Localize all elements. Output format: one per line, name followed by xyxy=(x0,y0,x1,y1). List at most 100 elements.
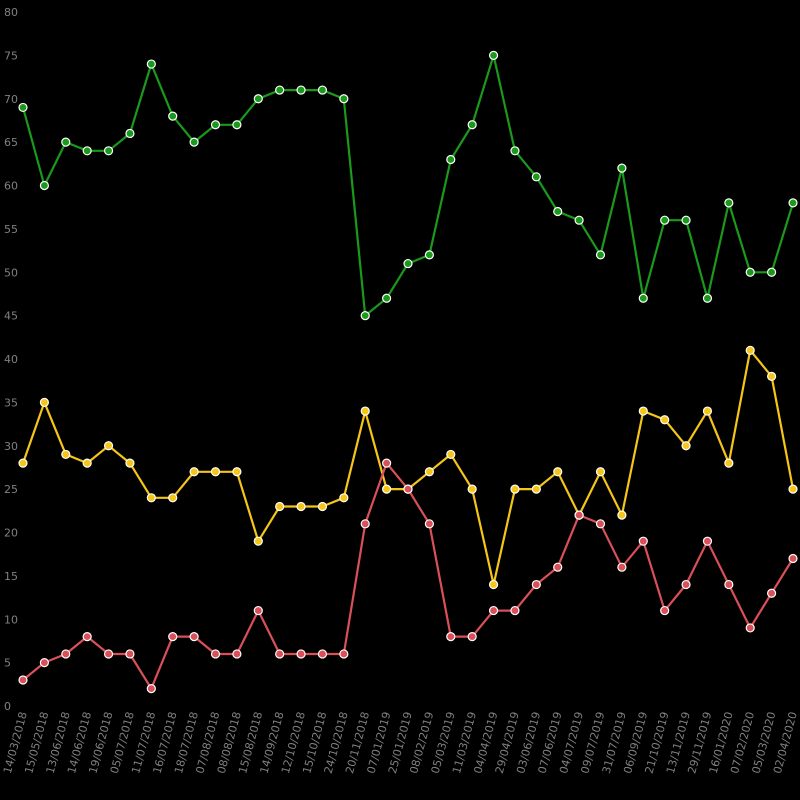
data-point xyxy=(339,649,349,659)
data-point xyxy=(39,658,49,668)
data-point xyxy=(488,579,499,590)
y-tick-label: 5 xyxy=(4,657,11,670)
y-tick-label: 40 xyxy=(4,353,18,366)
data-point xyxy=(724,458,734,468)
y-tick-label: 50 xyxy=(4,266,18,279)
data-point xyxy=(681,579,691,590)
data-point xyxy=(189,631,199,642)
series-line xyxy=(21,54,795,317)
data-point xyxy=(617,163,627,173)
data-point xyxy=(660,215,670,225)
data-point xyxy=(146,684,156,694)
series-2 xyxy=(18,458,798,694)
data-point xyxy=(788,553,798,564)
series-line xyxy=(21,349,795,586)
y-tick-label: 25 xyxy=(4,483,18,496)
y-tick-label: 75 xyxy=(4,49,18,62)
data-point xyxy=(553,206,563,217)
data-point xyxy=(296,85,306,95)
data-point xyxy=(424,519,434,529)
data-point xyxy=(125,128,135,139)
data-point xyxy=(82,631,92,642)
y-tick-label: 0 xyxy=(4,700,11,713)
data-point xyxy=(18,458,28,468)
data-point xyxy=(61,649,71,659)
data-point xyxy=(467,631,477,642)
data-point xyxy=(510,605,520,616)
data-point xyxy=(681,441,691,451)
data-point xyxy=(125,458,135,468)
data-point xyxy=(103,146,114,156)
data-point xyxy=(210,120,221,130)
data-point xyxy=(510,484,520,494)
data-point xyxy=(168,631,178,642)
data-point xyxy=(638,406,648,416)
data-point xyxy=(360,311,370,321)
data-point xyxy=(745,267,755,277)
data-point xyxy=(253,536,263,546)
data-point xyxy=(339,94,349,104)
data-point xyxy=(103,441,114,451)
data-point xyxy=(531,579,541,590)
data-point xyxy=(232,649,242,659)
data-point xyxy=(702,293,713,303)
data-point xyxy=(146,59,156,69)
y-tick-label: 80 xyxy=(4,6,18,19)
data-point xyxy=(446,154,456,165)
data-point xyxy=(617,510,627,520)
data-point xyxy=(617,562,627,572)
data-point xyxy=(382,484,392,494)
data-point xyxy=(125,649,135,659)
data-point xyxy=(595,467,606,477)
y-axis: 0 5 10 15 20 25 30 35 40 45 50 55 60 65 70 75 80 xyxy=(4,6,18,713)
data-point xyxy=(724,198,734,208)
data-point xyxy=(82,146,92,156)
data-point xyxy=(788,484,798,494)
y-tick-label: 10 xyxy=(4,613,18,626)
data-point xyxy=(638,536,648,546)
data-point xyxy=(531,172,541,182)
data-point xyxy=(767,267,777,277)
data-point xyxy=(424,250,434,260)
data-point xyxy=(210,649,221,659)
data-point xyxy=(403,258,413,269)
data-point xyxy=(595,250,606,260)
data-point xyxy=(275,649,285,659)
data-point xyxy=(103,649,114,659)
data-point xyxy=(382,458,392,468)
data-point xyxy=(553,467,563,477)
data-point xyxy=(745,623,755,633)
data-point xyxy=(488,50,499,60)
series-0 xyxy=(18,50,798,321)
data-point xyxy=(724,579,734,590)
data-point xyxy=(317,501,328,512)
data-point xyxy=(745,345,755,355)
data-point xyxy=(660,605,670,616)
x-axis: 14/03/201815/05/201813/06/201814/06/2018… xyxy=(1,710,800,775)
data-point xyxy=(574,215,584,225)
series-line xyxy=(22,462,794,690)
data-point xyxy=(39,397,49,407)
series-layer xyxy=(18,50,798,694)
data-point xyxy=(253,94,263,104)
data-point xyxy=(360,519,370,529)
y-tick-label: 70 xyxy=(4,93,18,106)
y-tick-label: 55 xyxy=(4,223,18,236)
data-point xyxy=(424,467,434,477)
data-point xyxy=(767,371,777,381)
series-1 xyxy=(18,345,798,590)
data-point xyxy=(296,501,306,512)
data-point xyxy=(446,631,456,642)
data-point xyxy=(210,467,221,477)
data-point xyxy=(146,493,156,503)
data-point xyxy=(275,85,285,95)
data-point xyxy=(232,467,242,477)
y-tick-label: 65 xyxy=(4,136,18,149)
data-point xyxy=(681,215,691,225)
y-tick-label: 30 xyxy=(4,440,18,453)
y-tick-label: 15 xyxy=(4,570,18,583)
data-point xyxy=(553,562,563,572)
data-point xyxy=(82,458,92,468)
data-point xyxy=(296,649,306,659)
data-point xyxy=(510,146,520,156)
